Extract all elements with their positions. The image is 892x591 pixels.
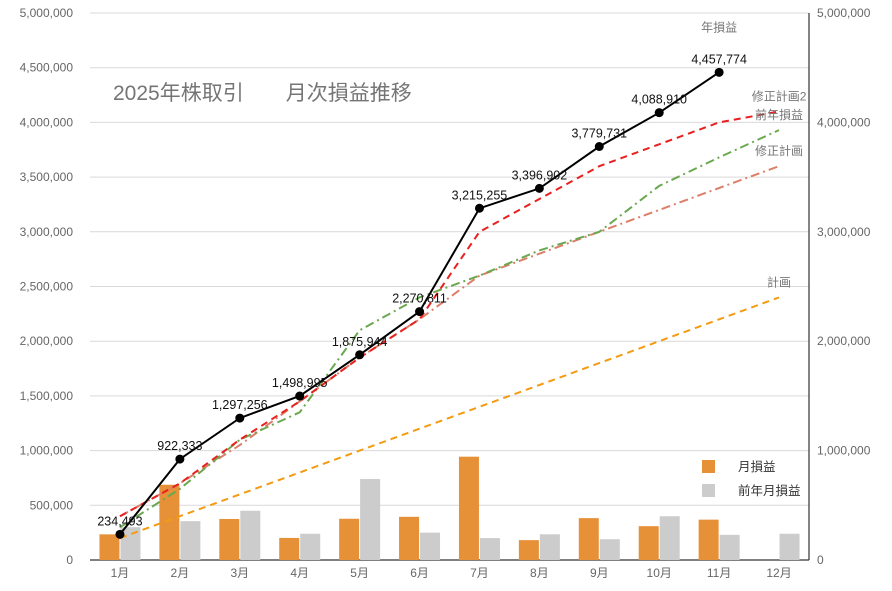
bar-前年月損益 [479, 538, 500, 560]
bar-月損益 [279, 537, 300, 560]
x-tick-label: 7月 [470, 566, 489, 580]
data-label: 234,493 [97, 514, 142, 528]
y2-tick-label: 0 [817, 553, 824, 567]
legend-label: 月損益 [738, 459, 776, 474]
y2-tick-label: 2,000,000 [817, 334, 871, 348]
data-label: 922,333 [157, 439, 202, 453]
y2-tick-label: 3,000,000 [817, 225, 871, 239]
data-label: 4,457,774 [691, 52, 747, 66]
bar-月損益 [638, 526, 659, 560]
marker-年損益 [175, 454, 185, 464]
bar-前年月損益 [599, 539, 620, 560]
y-axis-left: 0 500,000 1,000,000 1,500,000 2,000,000 2,500… [20, 6, 74, 567]
series-label: 年損益 [701, 19, 737, 34]
y-tick-label: 4,500,000 [20, 61, 74, 75]
data-label: 3,215,255 [452, 188, 508, 202]
marker-年損益 [235, 413, 245, 423]
series-label: 前年損益 [755, 107, 803, 122]
data-label: 3,396,902 [512, 168, 568, 182]
y-tick-label: 2,000,000 [20, 334, 74, 348]
x-tick-label: 8月 [530, 566, 549, 580]
marker-年損益 [115, 529, 125, 539]
marker-年損益 [474, 203, 484, 213]
data-label: 1,498,995 [272, 376, 328, 390]
bar-前年月損益 [420, 532, 441, 560]
y-tick-label: 4,000,000 [20, 115, 74, 129]
y2-tick-label: 1,000,000 [817, 444, 871, 458]
y-tick-label: 1,000,000 [20, 444, 74, 458]
line-series [115, 67, 780, 540]
data-label: 3,779,731 [571, 126, 627, 140]
data-label: 1,297,256 [212, 398, 268, 412]
bar-前年月損益 [659, 516, 680, 560]
legend-label: 前年月損益 [738, 483, 801, 498]
y2-tick-label: 4,000,000 [817, 115, 871, 129]
bar-前年月損益 [180, 521, 201, 560]
x-tick-label: 12月 [766, 566, 791, 580]
bar-月損益 [698, 519, 719, 560]
marker-年損益 [295, 391, 305, 401]
bar-月損益 [159, 484, 180, 560]
x-tick-label: 4月 [290, 566, 309, 580]
x-tick-label: 9月 [590, 566, 609, 580]
bar-月損益 [458, 456, 479, 560]
y-tick-label: 500,000 [30, 498, 74, 512]
line-前年損益 [119, 129, 780, 529]
y2-tick-label: 5,000,000 [817, 6, 871, 20]
line-計画 [119, 296, 780, 540]
marker-年損益 [654, 108, 664, 118]
bar-series [99, 456, 800, 560]
y-tick-label: 0 [66, 553, 73, 567]
data-labels: 計画 修正計画 前年損益 修正計画2 234,493 922,333 1,297,256 1,… [97, 19, 806, 528]
x-tick-label: 2月 [171, 566, 190, 580]
bar-月損益 [339, 518, 360, 560]
marker-年損益 [534, 183, 544, 193]
x-tick-label: 3月 [230, 566, 249, 580]
bar-月損益 [578, 518, 599, 560]
chart-title: 2025年株取引 月次損益推移 [113, 82, 412, 105]
bar-前年月損益 [719, 534, 740, 560]
y-tick-label: 5,000,000 [20, 6, 74, 20]
marker-年損益 [714, 67, 724, 77]
bar-前年月損益 [360, 479, 381, 560]
data-label: 1,875,944 [332, 335, 388, 349]
bar-前年月損益 [539, 534, 560, 560]
x-tick-label: 11月 [707, 566, 731, 580]
x-tick-label: 1月 [111, 566, 130, 580]
x-axis: 1月 2月 3月 4月 5月 6月 7月 8月 9月 10月 11月 12月 [111, 566, 792, 580]
marker-年損益 [415, 307, 425, 317]
series-label: 修正計画 [755, 143, 803, 158]
bar-月損益 [518, 540, 539, 560]
bar-前年月損益 [300, 533, 321, 560]
bar-前年月損益 [779, 533, 800, 560]
legend-swatch [702, 460, 715, 473]
y-tick-label: 3,000,000 [20, 225, 74, 239]
line-修正計画2 [119, 110, 780, 518]
marker-年損益 [355, 350, 365, 360]
bar-月損益 [219, 518, 240, 560]
y-tick-label: 2,500,000 [20, 280, 74, 294]
legend-swatch [702, 484, 715, 497]
y-axis-right: 0 1,000,000 2,000,000 3,000,000 4,000,000 5,0… [808, 6, 871, 567]
y-tick-label: 3,500,000 [20, 170, 74, 184]
x-tick-label: 10月 [647, 566, 672, 580]
line-修正計画 [119, 165, 780, 518]
x-tick-label: 5月 [350, 566, 369, 580]
gridlines [90, 12, 809, 561]
data-label: 2,270,811 [392, 292, 447, 306]
series-label: 計画 [767, 274, 791, 289]
bar-前年月損益 [240, 510, 261, 560]
x-tick-label: 6月 [410, 566, 429, 580]
y-tick-label: 1,500,000 [20, 389, 74, 403]
bar-月損益 [399, 516, 420, 560]
bar-月損益 [99, 534, 120, 560]
series-label: 修正計画2 [752, 88, 807, 103]
marker-年損益 [594, 141, 604, 151]
data-label: 4,088,910 [631, 93, 687, 107]
